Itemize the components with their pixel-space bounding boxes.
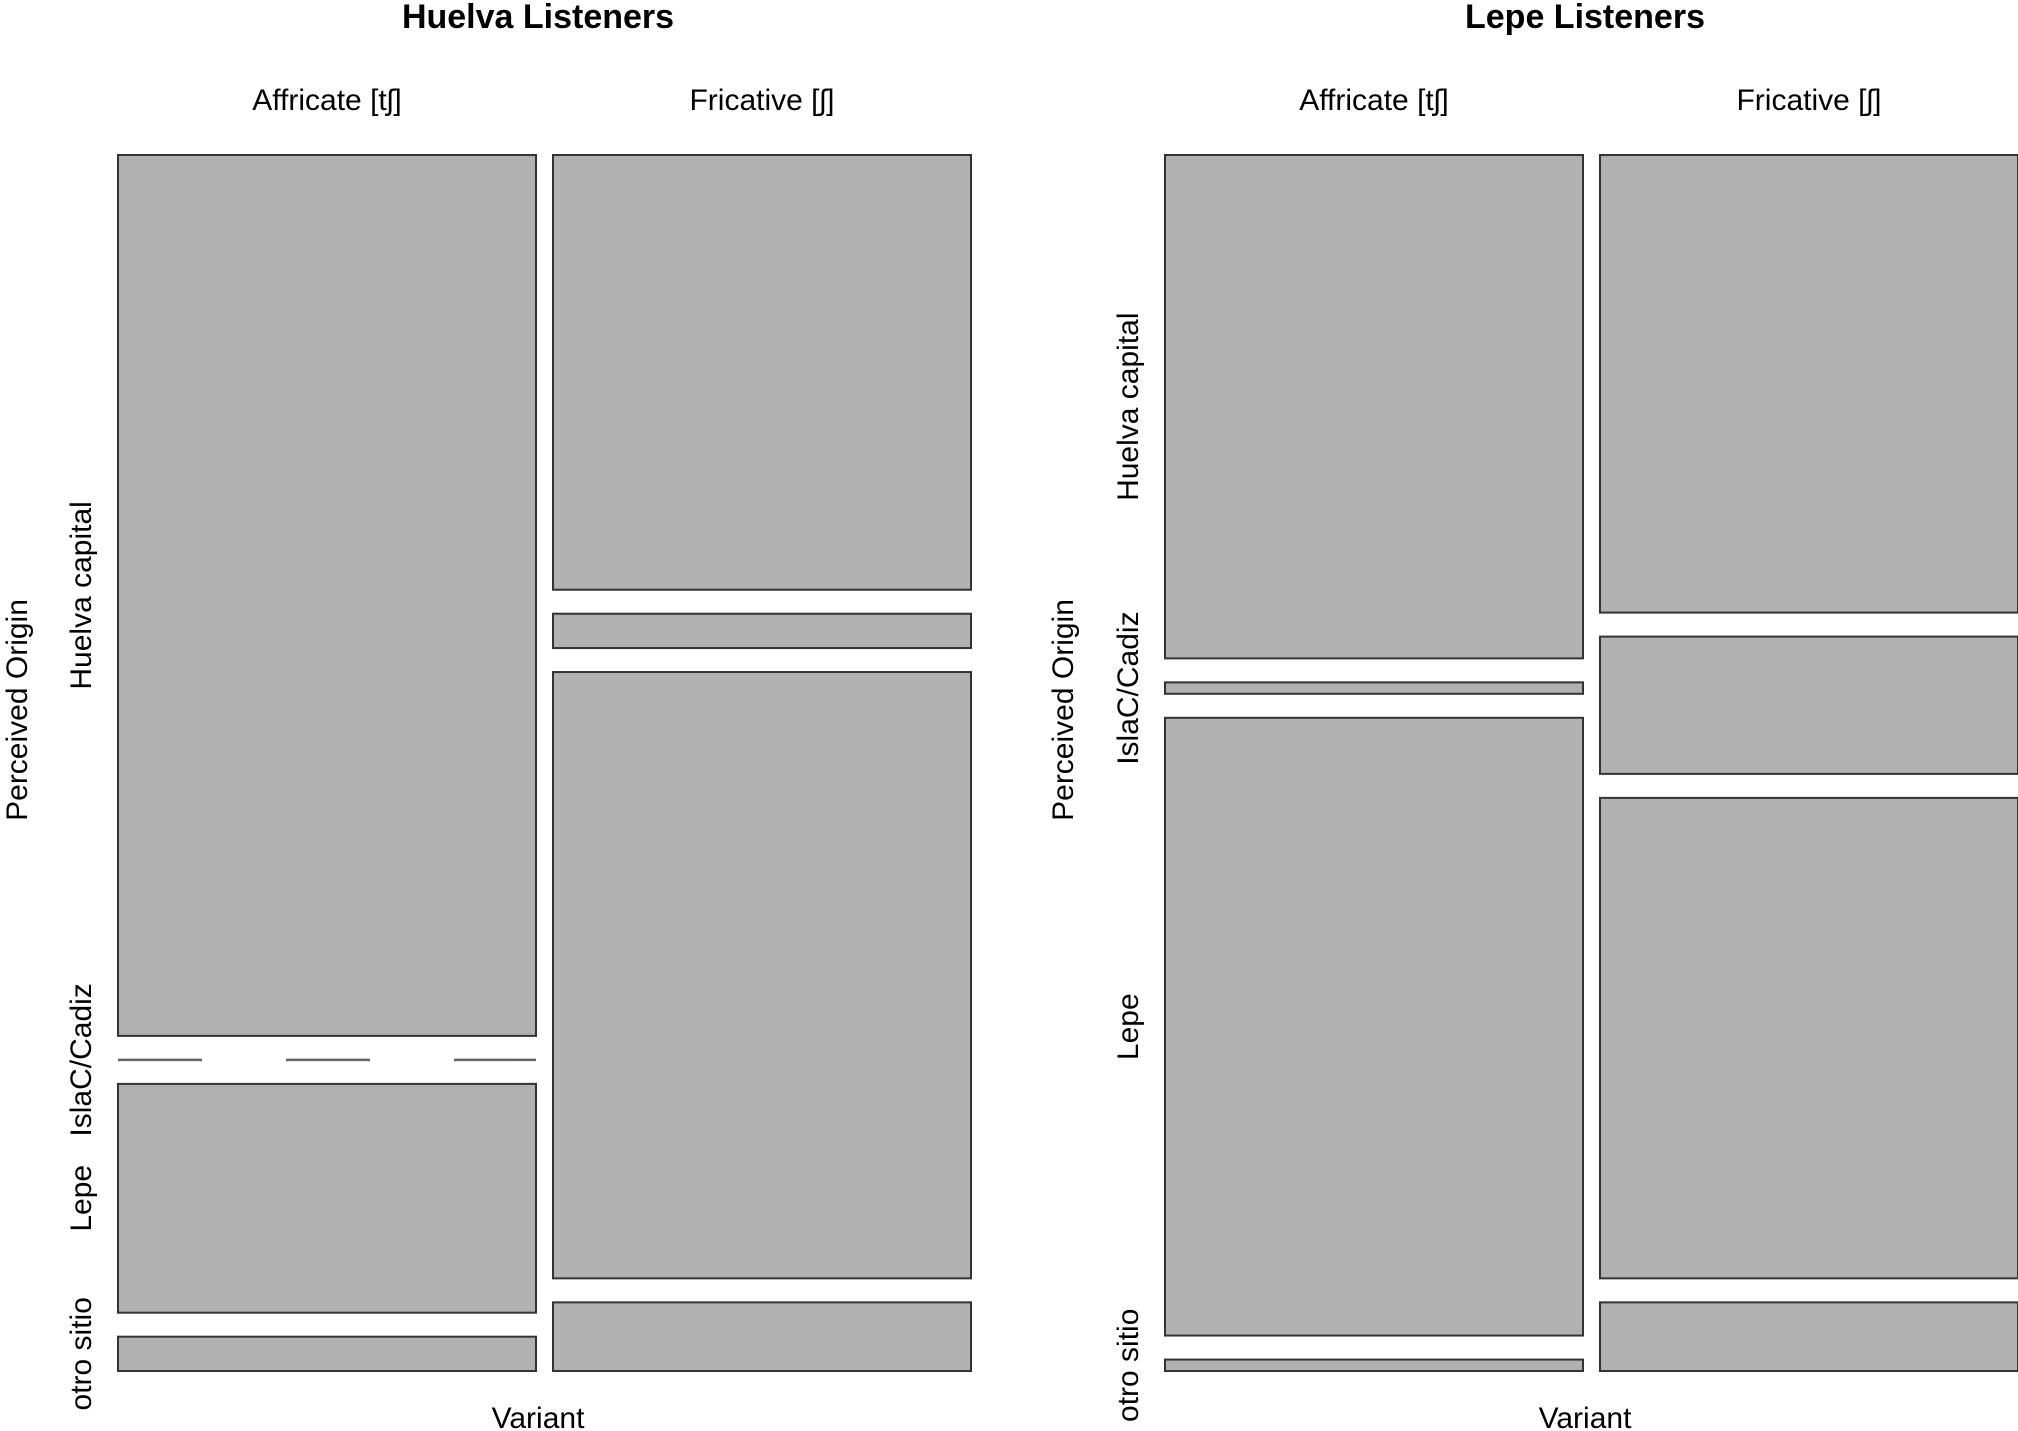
y-axis-label: Perceived Origin (1, 599, 34, 821)
lepe-listeners-panel: Lepe Listeners Variant Perceived Origin … (1047, 0, 2018, 1431)
mosaic-tile-fricative-islac-cadiz (552, 612, 972, 650)
mosaic-tile-fricative-islac-cadiz (1599, 635, 2018, 775)
mosaic-tile-fricative-huelva-capital (1599, 154, 2018, 614)
mosaic-tile-fricative-otro-sitio (552, 1301, 972, 1372)
mosaic-tile-fricative-huelva-capital (552, 154, 972, 591)
mosaic-tile-affricate-t-lepe (1164, 716, 1584, 1337)
panel-title: Lepe Listeners (1465, 0, 1705, 36)
mosaic-tile-affricate-t-lepe (117, 1082, 537, 1314)
mosaic-tile-fricative-lepe (552, 671, 972, 1280)
row-label-islac-cadiz: IslaC/Cadiz (65, 983, 98, 1136)
mosaic-tile-fricative-lepe (1599, 796, 2018, 1280)
panel-title: Huelva Listeners (402, 0, 674, 36)
row-label-otro-sitio: otro sitio (65, 1297, 98, 1410)
row-label-lepe: Lepe (65, 1165, 98, 1232)
column-label-affricate-t: Affricate [tʃ] (1299, 84, 1449, 117)
row-label-islac-cadiz: IslaC/Cadiz (1112, 611, 1145, 764)
mosaic-tile-affricate-t-islac-cadiz (1164, 681, 1584, 695)
mosaic-tile-fricative-otro-sitio (1599, 1301, 2018, 1372)
row-label-huelva-capital: Huelva capital (65, 501, 98, 689)
mosaic-tile-affricate-t-huelva-capital (117, 154, 537, 1037)
column-label-fricative: Fricative [ʃ] (1736, 84, 1881, 117)
huelva-listeners-panel: Huelva Listeners Variant Perceived Origi… (1, 0, 972, 1431)
y-axis-label: Perceived Origin (1047, 599, 1080, 821)
row-label-lepe: Lepe (1112, 993, 1145, 1060)
mosaic-tile-affricate-t-huelva-capital (1164, 154, 1584, 660)
column-label-affricate-t: Affricate [tʃ] (252, 84, 402, 117)
mosaic-tile-affricate-t-otro-sitio (1164, 1358, 1584, 1373)
mosaic-tile-affricate-t-otro-sitio (117, 1335, 537, 1373)
row-label-otro-sitio: otro sitio (1112, 1309, 1145, 1422)
x-axis-label: Variant (492, 1402, 585, 1431)
column-label-fricative: Fricative [ʃ] (689, 84, 834, 117)
x-axis-label: Variant (1539, 1402, 1632, 1431)
row-label-huelva-capital: Huelva capital (1112, 312, 1145, 500)
